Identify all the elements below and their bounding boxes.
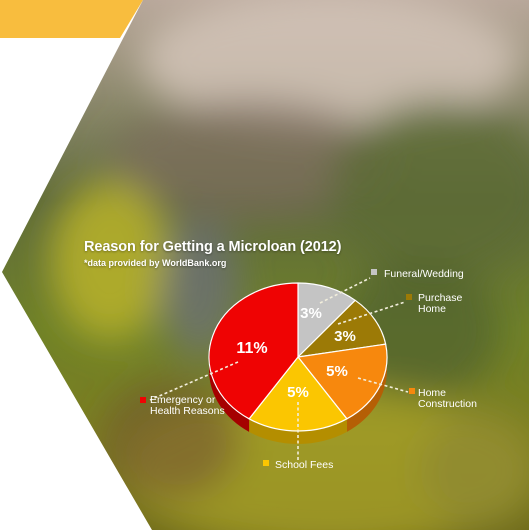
- slice-value-label: 5%: [326, 363, 348, 380]
- pie-slice-home-construction: [297, 343, 388, 420]
- legend-marker: [263, 460, 269, 466]
- slice-value-label: 5%: [287, 384, 309, 401]
- slice-value-label: 3%: [334, 328, 356, 345]
- legend-marker: [140, 397, 146, 403]
- chart-title: Reason for Getting a Microloan (2012): [84, 239, 342, 255]
- legend-marker: [406, 294, 412, 300]
- label-emergency-health: Emergency or Health Reasons: [150, 394, 225, 417]
- leader-line: [149, 361, 239, 401]
- legend-marker: [409, 388, 415, 394]
- slice-value-label: 11%: [236, 340, 267, 357]
- yellow-band: [0, 0, 143, 38]
- leader-lines: [140, 269, 415, 466]
- slice-value-label: 3%: [300, 305, 322, 322]
- pie-slice-emergency-or-health-reasons: [208, 282, 299, 420]
- pie-slices: [208, 282, 388, 432]
- chart-subtitle: *data provided by WorldBank.org: [84, 258, 227, 268]
- label-school-fees: School Fees: [275, 459, 333, 471]
- label-purchase-home: Purchase Home: [418, 292, 463, 315]
- leader-line: [319, 277, 371, 304]
- pie-value-labels: 3% 3% 5% 5% 11%: [236, 305, 355, 401]
- legend-marker: [371, 269, 377, 275]
- label-funeral-wedding: Funeral/Wedding: [384, 268, 464, 280]
- category-labels: Funeral/Wedding Purchase Home Home Construct…: [150, 268, 477, 471]
- leader-line: [337, 301, 406, 325]
- label-home-construction: Home Construction: [418, 387, 477, 410]
